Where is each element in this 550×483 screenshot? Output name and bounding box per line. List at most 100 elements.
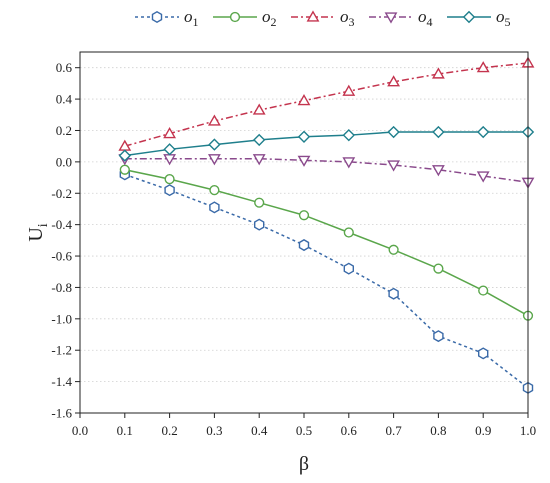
data-point-o1 bbox=[164, 184, 175, 197]
axes bbox=[79, 51, 529, 414]
y-axis-label-subscript: i bbox=[36, 223, 51, 227]
y-tick-label: -0.6 bbox=[51, 249, 72, 264]
legend-item-o1: o1 bbox=[135, 7, 199, 29]
legend-marker bbox=[462, 10, 476, 24]
legend-marker bbox=[151, 10, 163, 24]
series-layer bbox=[118, 56, 535, 394]
data-point-o2 bbox=[209, 185, 220, 196]
legend-marker bbox=[384, 12, 398, 24]
data-point-o4 bbox=[387, 160, 401, 172]
legend-label: o1 bbox=[184, 7, 199, 29]
x-tick-label: 0.1 bbox=[117, 423, 133, 438]
legend-label: o5 bbox=[496, 7, 511, 29]
series-line-o4 bbox=[124, 157, 529, 184]
data-point-o2 bbox=[343, 227, 354, 238]
x-tick-label: 1.0 bbox=[520, 423, 536, 438]
data-point-o3 bbox=[476, 61, 490, 73]
x-tick-label: 0.2 bbox=[161, 423, 177, 438]
y-axis-label: Ui bbox=[25, 223, 51, 241]
data-point-o3 bbox=[163, 127, 177, 139]
data-point-o3 bbox=[387, 75, 401, 87]
y-tick-label: 0.4 bbox=[56, 92, 73, 107]
data-point-o2 bbox=[164, 174, 175, 185]
y-tick-label: -1.2 bbox=[51, 343, 72, 358]
data-point-o1 bbox=[343, 262, 355, 275]
data-point-o5 bbox=[163, 143, 176, 156]
series-o5 bbox=[118, 125, 535, 162]
data-point-o2 bbox=[254, 197, 265, 208]
y-tick-label: -0.4 bbox=[51, 217, 72, 232]
legend-label: o3 bbox=[340, 7, 355, 29]
x-tick-label: 0.7 bbox=[385, 423, 402, 438]
x-tick-label: 0.6 bbox=[341, 423, 358, 438]
y-tick-label: -1.0 bbox=[51, 311, 72, 326]
y-tick-label: -0.2 bbox=[51, 186, 72, 201]
y-tick-label: -0.8 bbox=[51, 280, 72, 295]
data-point-o3 bbox=[297, 94, 311, 106]
data-point-o4 bbox=[252, 154, 266, 166]
data-point-o5 bbox=[118, 149, 131, 162]
y-ticks: -1.6 -1.4 -1.2 -1.0 -0.8 -0.6 -0.4 -0.2 0.0 0.2 0.… bbox=[51, 60, 80, 421]
legend-item-o3: o3 bbox=[291, 7, 355, 29]
series-line-o2 bbox=[124, 168, 529, 317]
series-o1 bbox=[119, 168, 534, 394]
legend-marker bbox=[306, 10, 320, 22]
y-axis-label-main: U bbox=[25, 227, 47, 242]
y-tick-label: -1.4 bbox=[51, 374, 72, 389]
x-tick-label: 0.4 bbox=[251, 423, 268, 438]
data-point-o3 bbox=[207, 114, 221, 126]
data-point-o4 bbox=[207, 154, 221, 166]
series-line-o1 bbox=[124, 173, 529, 389]
data-point-o3 bbox=[252, 103, 266, 115]
series-o3 bbox=[118, 56, 535, 151]
x-tick-label: 0.5 bbox=[296, 423, 312, 438]
series-line-o5 bbox=[124, 131, 528, 157]
legend-marker bbox=[229, 11, 241, 23]
legend-item-o4: o4 bbox=[369, 7, 433, 29]
data-point-o3 bbox=[431, 67, 445, 79]
data-point-o5 bbox=[253, 133, 266, 147]
legend-item-o5: o5 bbox=[447, 7, 511, 29]
grid-lines bbox=[80, 67, 528, 383]
series-o2 bbox=[119, 164, 534, 321]
legend-item-o2: o2 bbox=[213, 7, 277, 29]
x-tick-label: 0.3 bbox=[206, 423, 222, 438]
data-point-o2 bbox=[433, 263, 444, 274]
data-point-o1 bbox=[433, 330, 444, 343]
data-point-o4 bbox=[342, 157, 356, 169]
data-point-o2 bbox=[298, 210, 310, 221]
y-tick-label: 0.2 bbox=[56, 123, 72, 138]
data-point-o1 bbox=[298, 239, 310, 252]
data-point-o1 bbox=[253, 218, 265, 231]
data-point-o5 bbox=[387, 125, 400, 139]
data-point-o3 bbox=[342, 84, 356, 96]
legend-label: o2 bbox=[262, 7, 277, 29]
x-tick-label: 0.8 bbox=[430, 423, 446, 438]
data-point-o2 bbox=[388, 244, 399, 255]
legend-label: o4 bbox=[418, 7, 433, 29]
data-point-o2 bbox=[478, 285, 489, 296]
data-point-o2 bbox=[119, 164, 130, 175]
x-tick-label: 0.9 bbox=[475, 423, 491, 438]
data-point-o4 bbox=[476, 171, 490, 183]
x-ticks: 0.0 0.1 0.2 0.3 0.4 0.5 0.6 0.7 0.8 0.9 1.0 bbox=[72, 413, 536, 438]
data-point-o5 bbox=[432, 125, 445, 139]
data-point-o4 bbox=[431, 165, 445, 177]
data-point-o1 bbox=[388, 287, 399, 300]
x-axis-label: β bbox=[299, 453, 309, 475]
y-tick-label: -1.6 bbox=[51, 406, 72, 421]
data-point-o5 bbox=[477, 125, 490, 139]
data-point-o5 bbox=[342, 128, 355, 142]
data-point-o5 bbox=[208, 138, 221, 151]
legend: o1 o2 o3 o4 o5 bbox=[135, 7, 511, 29]
data-point-o1 bbox=[209, 201, 220, 214]
plot-frame bbox=[79, 51, 529, 414]
y-tick-label: 0.6 bbox=[56, 60, 73, 75]
data-point-o5 bbox=[297, 130, 311, 143]
y-tick-label: 0.0 bbox=[56, 154, 72, 169]
data-point-o4 bbox=[297, 155, 311, 167]
x-tick-label: 0.0 bbox=[72, 423, 88, 438]
series-line-o3 bbox=[124, 62, 529, 147]
data-point-o1 bbox=[477, 347, 489, 360]
